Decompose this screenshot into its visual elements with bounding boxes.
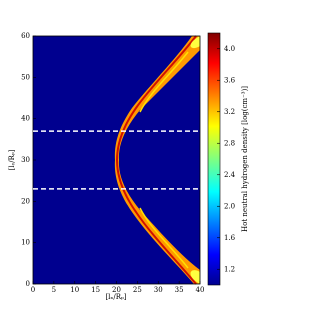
y-tick-label: 30 — [21, 156, 30, 164]
colorbar-label: Hot neutral hydrogen density [log(cm⁻³)] — [241, 86, 249, 232]
colorbar-tick-label: 2.8 — [224, 139, 235, 147]
x-tick-label: 10 — [70, 286, 79, 294]
x-tick-label: 5 — [52, 286, 56, 294]
x-tick-label: 20 — [112, 286, 121, 294]
colorbar-tick-label: 2.4 — [224, 171, 236, 179]
colorbar-tick-label: 3.2 — [224, 108, 235, 116]
bow-shock — [114, 35, 200, 285]
x-tick-label: 30 — [154, 286, 163, 294]
chart: [lₓ/Rₚ] [lᵧ/Rₚ] Hot neutral hydrogen den… — [8, 32, 249, 301]
x-tick-label: 35 — [175, 286, 184, 294]
colorbar-tick-label: 1.2 — [224, 265, 235, 273]
y-axis-label: [lᵧ/Rₚ] — [8, 149, 16, 170]
y-tick-label: 20 — [21, 197, 30, 205]
colorbar-tick-label: 4.0 — [224, 45, 235, 53]
colorbar-tick-label: 1.6 — [224, 234, 236, 242]
x-tick-label: 40 — [196, 286, 205, 294]
x-tick-label: 25 — [133, 286, 142, 294]
y-tick-label: 40 — [21, 115, 30, 123]
colorbar-tick-label: 3.6 — [224, 76, 236, 84]
y-tick-label: 0 — [26, 280, 30, 288]
y-tick-label: 10 — [21, 239, 30, 247]
x-tick-label: 15 — [91, 286, 100, 294]
x-axis-label: [lₓ/Rₚ] — [105, 293, 126, 301]
colorbar-tick-label: 2.0 — [224, 202, 235, 210]
x-tick-label: 0 — [31, 286, 35, 294]
y-tick-label: 60 — [21, 32, 30, 40]
y-tick-label: 50 — [21, 73, 30, 81]
colorbar — [207, 32, 221, 286]
